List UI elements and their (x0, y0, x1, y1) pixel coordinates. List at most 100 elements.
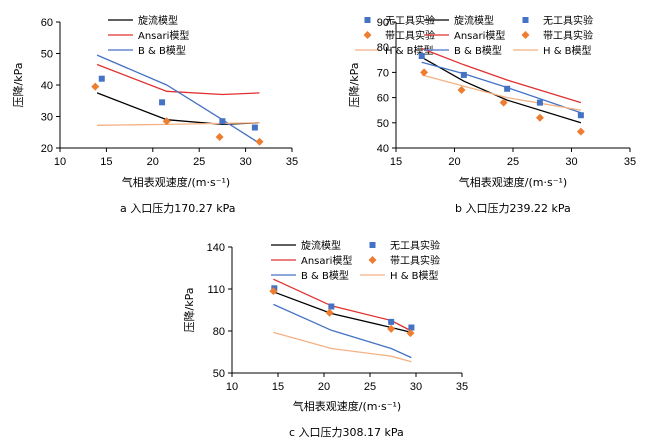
series-line-3 (421, 74, 582, 111)
data-point-diamond (420, 68, 429, 77)
series-line-3 (97, 122, 260, 126)
legend-square-swatch (369, 242, 376, 248)
legend-label: Ansari模型 (301, 254, 352, 267)
chart-a: 10 15 20 25 30 35 20 30 40 50 60 气相表观速度/(m·s⁻¹) 压降/k… (11, 14, 435, 215)
data-point-square (388, 318, 395, 325)
y-tick-label: 30 (41, 112, 53, 124)
y-tick-label: 40 (41, 80, 53, 92)
x-tick-label: 25 (507, 156, 519, 168)
legend-label: 旋流模型 (138, 14, 178, 27)
y-tick-label: 60 (377, 93, 389, 105)
legend-label: 无工具实验 (543, 14, 593, 27)
data-point-diamond (535, 113, 544, 122)
data-point-diamond (499, 98, 508, 107)
x-tick-label: 35 (456, 381, 468, 393)
legend-label: B & B模型 (138, 44, 186, 57)
data-point-square (251, 124, 258, 131)
x-tick-label: 20 (147, 156, 159, 168)
series-line-1 (273, 278, 412, 332)
legend-label: 带工具实验 (385, 29, 435, 42)
y-tick-label: 20 (41, 143, 53, 155)
x-tick-label: 10 (54, 156, 66, 168)
y-axis-label: 压降/kPa (347, 63, 361, 108)
legend-label: 带工具实验 (390, 254, 440, 267)
x-tick-label: 35 (286, 156, 298, 168)
legend-diamond-swatch (521, 31, 530, 39)
x-axis-label: 气相表观速度/(m·s⁻¹) (293, 399, 401, 413)
chart-caption: c 入口压力308.17 kPa (289, 426, 404, 439)
series-line-0 (96, 92, 260, 126)
x-tick-label: 25 (193, 156, 205, 168)
data-point-square (536, 99, 543, 106)
legend-square-swatch (364, 17, 371, 23)
data-point-square (98, 75, 105, 82)
data-point-diamond (457, 86, 466, 95)
y-tick-label: 90 (377, 17, 389, 29)
x-tick-label: 30 (565, 156, 577, 168)
y-tick-label: 70 (377, 67, 389, 79)
y-tick-label: 80 (377, 42, 389, 54)
data-point-square (408, 324, 415, 331)
series-line-2 (96, 54, 260, 144)
data-point-diamond (387, 324, 396, 333)
legend-diamond-swatch (368, 256, 377, 264)
data-point-diamond (269, 287, 278, 296)
data-point-square (460, 71, 467, 78)
legend-diamond-swatch (363, 31, 372, 39)
data-point-diamond (162, 117, 171, 126)
y-tick-label: 110 (207, 284, 225, 296)
chart-caption: a 入口压力170.27 kPa (120, 202, 235, 215)
series-line-0 (421, 56, 582, 124)
series-line-3 (273, 331, 412, 363)
legend-label: 旋流模型 (454, 14, 494, 27)
data-point-square (328, 303, 335, 310)
x-tick-label: 30 (239, 156, 251, 168)
legend-label: B & B模型 (454, 44, 502, 57)
x-tick-label: 20 (448, 156, 460, 168)
series-line-2 (273, 303, 412, 359)
x-tick-label: 25 (364, 381, 376, 393)
y-tick-label: 50 (377, 118, 389, 130)
data-point-square (577, 112, 584, 119)
series-line-2 (421, 61, 582, 114)
x-tick-label: 15 (390, 156, 402, 168)
x-tick-label: 10 (226, 381, 238, 393)
data-point-diamond (255, 137, 264, 146)
chart-caption: b 入口压力239.22 kPa (455, 202, 571, 215)
data-point-diamond (576, 127, 585, 136)
legend-label: Ansari模型 (454, 29, 505, 42)
x-tick-label: 35 (624, 156, 636, 168)
x-axis-label: 气相表观速度/(m·s⁻¹) (122, 175, 230, 189)
chart-b: 15 20 25 30 35 40 50 60 70 80 90 气相表观速度/(m·s⁻¹) 压降/k… (347, 14, 636, 215)
x-tick-label: 30 (410, 381, 422, 393)
data-point-square (219, 118, 226, 125)
data-point-square (418, 53, 425, 60)
series-line-0 (273, 291, 412, 334)
y-axis-label: 压降/kPa (11, 63, 25, 108)
series-line-1 (421, 47, 582, 104)
y-axis-label: 压降/kPa (182, 288, 196, 333)
y-tick-label: 50 (41, 49, 53, 61)
x-axis-label: 气相表观速度/(m·s⁻¹) (459, 175, 567, 189)
data-point-diamond (406, 329, 415, 338)
legend-label: 无工具实验 (390, 239, 440, 252)
legend-label: H & B模型 (543, 44, 592, 57)
legend-label: Ansari模型 (138, 29, 189, 42)
y-tick-label: 60 (41, 17, 53, 29)
legend-label: B & B模型 (301, 269, 349, 282)
y-tick-label: 140 (207, 242, 225, 254)
x-tick-label: 15 (272, 381, 284, 393)
series-line-1 (96, 63, 260, 96)
data-point-square (504, 85, 511, 92)
y-tick-label: 80 (213, 326, 225, 338)
legend-label: H & B模型 (390, 269, 439, 282)
chart-c: 10 15 20 25 30 35 50 80 110 140 气相表观速度/(m·s⁻¹) 压降/k… (182, 239, 468, 439)
data-point-diamond (215, 132, 224, 141)
legend-label: 无工具实验 (385, 14, 435, 27)
data-point-square (159, 99, 166, 106)
x-tick-label: 15 (100, 156, 112, 168)
